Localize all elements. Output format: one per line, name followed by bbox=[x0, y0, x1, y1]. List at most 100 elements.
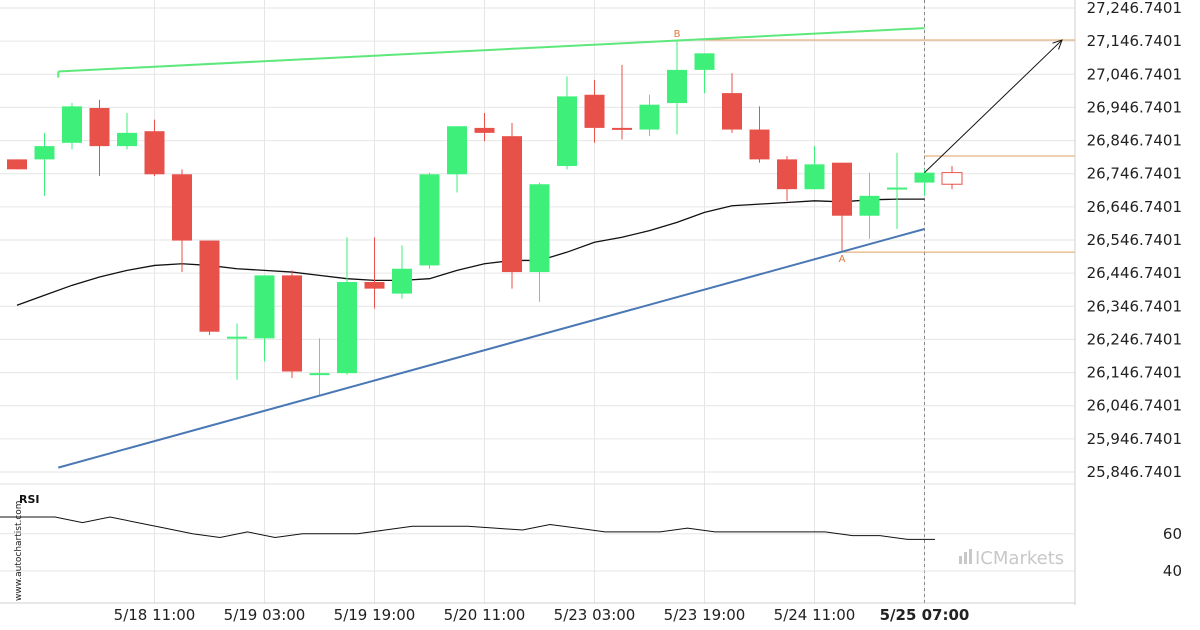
candle-body bbox=[612, 127, 632, 130]
candle-body bbox=[337, 282, 357, 374]
candle-body bbox=[474, 127, 495, 133]
candle bbox=[584, 79, 605, 143]
x-tick-label: 5/25 07:00 bbox=[880, 606, 970, 624]
y-tick-label: 26,346.7401 bbox=[1087, 297, 1182, 315]
y-tick-label: 26,846.7401 bbox=[1087, 132, 1182, 150]
candle bbox=[337, 237, 357, 375]
y-tick-label: 26,046.7401 bbox=[1087, 397, 1182, 415]
x-tick-label: 5/19 03:00 bbox=[224, 606, 306, 624]
candle bbox=[612, 64, 632, 140]
candle bbox=[804, 146, 825, 190]
candle-body bbox=[502, 136, 522, 273]
candle bbox=[227, 323, 247, 380]
candle-body bbox=[7, 159, 27, 170]
candle bbox=[172, 169, 192, 273]
candle-body bbox=[364, 282, 385, 289]
candle bbox=[392, 245, 412, 299]
moving-average-line bbox=[16, 198, 925, 306]
grid bbox=[0, 0, 1075, 603]
candle-body bbox=[254, 275, 275, 339]
candle bbox=[447, 126, 467, 193]
y-tick-label: 26,246.7401 bbox=[1087, 330, 1182, 348]
y-tick-label: 27,246.7401 bbox=[1087, 0, 1182, 17]
upper-trend-line bbox=[58, 27, 925, 73]
candle bbox=[832, 162, 852, 253]
candle-body bbox=[584, 94, 605, 128]
y-tick-label: 26,946.7401 bbox=[1087, 98, 1182, 116]
candle bbox=[859, 172, 880, 239]
candle-body bbox=[667, 69, 687, 104]
candle bbox=[474, 112, 495, 142]
pattern-point-label: B bbox=[674, 29, 681, 40]
y-tick-label: 25,846.7401 bbox=[1087, 463, 1182, 481]
candle bbox=[7, 159, 27, 170]
candle-body bbox=[749, 129, 770, 160]
price-plot: AB bbox=[7, 0, 1075, 603]
axes: 27,246.7401 27,146.7401 27,046.7401 26,946.… bbox=[0, 0, 1182, 624]
candle bbox=[639, 94, 660, 137]
candle bbox=[364, 237, 385, 309]
x-tick-label: 5/19 19:00 bbox=[334, 606, 416, 624]
candle bbox=[419, 172, 440, 269]
candle-body bbox=[722, 93, 742, 130]
projected-candle-body bbox=[941, 172, 963, 185]
candle bbox=[749, 106, 770, 163]
x-tick-label: 5/23 03:00 bbox=[554, 606, 636, 624]
candle-body bbox=[199, 240, 220, 332]
lower-trend-line bbox=[57, 228, 925, 469]
y-tick-label: 26,446.7401 bbox=[1087, 264, 1182, 282]
watermark-text: www.autochartist.com bbox=[14, 500, 24, 601]
candle bbox=[34, 132, 55, 196]
y-tick-label: 27,046.7401 bbox=[1087, 65, 1182, 83]
candle-body bbox=[309, 373, 330, 376]
candle bbox=[777, 156, 797, 201]
candle bbox=[887, 152, 907, 229]
candle bbox=[529, 182, 550, 302]
candle bbox=[694, 53, 715, 94]
candle bbox=[914, 169, 935, 196]
rsi-panel bbox=[0, 516, 1075, 572]
candle bbox=[144, 119, 165, 176]
x-tick-label: 5/24 11:00 bbox=[774, 606, 856, 624]
pattern-point-label: A bbox=[839, 254, 846, 265]
x-tick-label: 5/18 11:00 bbox=[114, 606, 196, 624]
rsi-tick-label: 60 bbox=[1163, 525, 1182, 543]
rsi-line bbox=[0, 516, 935, 540]
candle-body bbox=[694, 53, 715, 70]
candle bbox=[254, 275, 275, 362]
y-tick-label: 25,946.7401 bbox=[1087, 430, 1182, 448]
y-tick-label: 27,146.7401 bbox=[1087, 32, 1182, 50]
candle-body bbox=[832, 162, 852, 216]
candle-body bbox=[144, 131, 165, 175]
brand-logo: ICMarkets bbox=[959, 548, 1064, 569]
candle-body bbox=[529, 184, 550, 273]
candle-body bbox=[447, 126, 467, 175]
candle bbox=[199, 240, 220, 336]
candle-body bbox=[419, 174, 440, 266]
candle-body bbox=[34, 146, 55, 160]
candle-body bbox=[227, 336, 247, 339]
candle bbox=[62, 103, 82, 150]
candle bbox=[722, 73, 742, 133]
candle bbox=[667, 40, 687, 135]
y-tick-label: 26,146.7401 bbox=[1087, 364, 1182, 382]
y-tick-label: 26,546.7401 bbox=[1087, 231, 1182, 249]
candle-body bbox=[914, 172, 935, 183]
candle bbox=[282, 270, 302, 379]
candle-body bbox=[392, 268, 412, 294]
projected-candle bbox=[941, 166, 963, 190]
candle bbox=[502, 122, 522, 289]
candle-body bbox=[557, 96, 577, 167]
forecast-arrow-head bbox=[1052, 39, 1063, 50]
rsi-panel-label: RSI bbox=[19, 493, 40, 506]
candle-body bbox=[282, 275, 302, 372]
y-tick-label: 26,746.7401 bbox=[1087, 165, 1182, 183]
candle-body bbox=[639, 104, 660, 130]
x-tick-label: 5/20 11:00 bbox=[444, 606, 526, 624]
forecast-arrow-line bbox=[924, 39, 1063, 173]
candle-body bbox=[62, 106, 82, 143]
candle-body bbox=[89, 108, 110, 147]
brand-name: ICMarkets bbox=[975, 548, 1064, 569]
